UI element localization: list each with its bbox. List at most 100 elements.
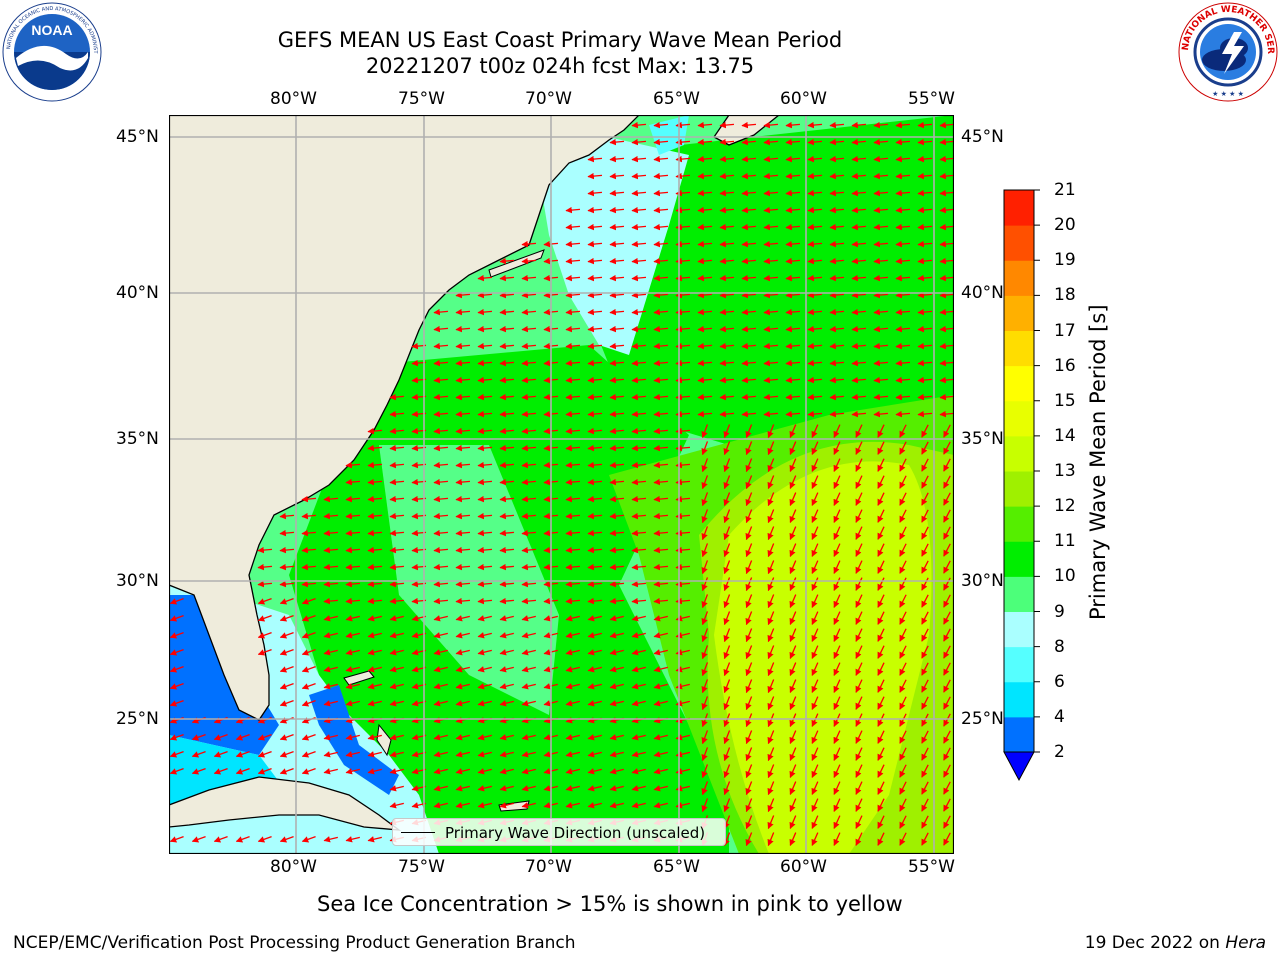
wave-direction-arrow <box>653 291 669 299</box>
wave-direction-arrow <box>829 308 845 316</box>
wave-direction-arrow <box>499 478 515 486</box>
wave-direction-arrow <box>701 798 709 813</box>
wave-direction-arrow <box>789 747 797 762</box>
wave-direction-arrow <box>631 342 647 350</box>
wave-direction-arrow <box>279 835 294 843</box>
wave-direction-arrow <box>895 155 911 163</box>
wave-direction-arrow <box>855 594 863 608</box>
wave-direction-arrow <box>811 526 819 541</box>
wave-direction-arrow <box>741 223 757 231</box>
sea-ice-note-text: Sea Ice Concentration > 15% is shown in … <box>317 892 903 916</box>
wave-direction-arrow <box>631 649 646 656</box>
wave-direction-arrow <box>851 291 867 299</box>
colorbar-tick-label: 18 <box>1054 285 1076 306</box>
wave-direction-arrow <box>697 240 713 248</box>
wave-direction-arrow <box>829 189 845 197</box>
wave-direction-arrow <box>741 410 757 418</box>
wave-direction-arrow <box>499 683 514 690</box>
wave-direction-arrow <box>939 291 954 299</box>
wave-direction-arrow <box>653 410 669 418</box>
wave-direction-arrow <box>939 308 954 316</box>
wave-direction-arrow <box>939 223 954 231</box>
wave-direction-arrow <box>477 359 493 367</box>
wave-direction-arrow <box>499 444 515 452</box>
wave-direction-arrow <box>521 580 537 588</box>
wave-direction-arrow <box>723 526 731 541</box>
wave-direction-arrow <box>745 594 753 609</box>
wave-direction-arrow <box>697 359 713 367</box>
wave-direction-arrow <box>873 291 889 299</box>
wave-direction-arrow <box>609 427 625 435</box>
wave-direction-arrow <box>763 155 779 163</box>
wave-direction-arrow <box>877 543 885 557</box>
wave-direction-arrow <box>455 393 471 401</box>
wave-direction-arrow <box>943 832 951 846</box>
wave-direction-arrow <box>873 206 889 214</box>
wave-direction-arrow <box>477 444 493 452</box>
wave-direction-arrow <box>763 138 779 146</box>
wave-direction-arrow <box>719 121 735 129</box>
wave-direction-arrow <box>455 529 471 537</box>
wave-direction-arrow <box>609 359 625 367</box>
wave-direction-arrow <box>873 257 889 265</box>
wave-direction-arrow <box>877 781 885 795</box>
wave-direction-arrow <box>653 529 669 537</box>
wave-direction-arrow <box>609 155 625 163</box>
wave-direction-arrow <box>789 628 797 643</box>
wave-direction-arrow <box>921 526 929 540</box>
wave-direction-arrow <box>653 444 669 452</box>
wave-direction-arrow <box>587 223 603 231</box>
wave-direction-arrow <box>653 325 669 333</box>
wave-direction-arrow <box>279 750 294 758</box>
wave-direction-arrow <box>565 206 581 214</box>
wave-direction-arrow <box>631 785 646 792</box>
wave-direction-arrow <box>899 832 907 846</box>
wave-direction-arrow <box>939 257 954 265</box>
lon-label-top: 75°W <box>398 89 445 109</box>
wave-direction-arrow <box>455 376 471 384</box>
wave-direction-arrow <box>895 172 911 180</box>
wave-direction-arrow <box>701 560 709 575</box>
wave-direction-arrow <box>653 734 668 741</box>
wave-direction-arrow <box>609 751 624 758</box>
wave-direction-arrow <box>877 747 885 761</box>
wave-direction-arrow <box>763 359 779 367</box>
wave-direction-arrow <box>389 751 404 758</box>
wave-direction-arrow <box>587 546 603 554</box>
wave-direction-arrow <box>631 751 646 758</box>
wave-direction-arrow <box>279 512 295 520</box>
wave-direction-arrow <box>609 342 625 350</box>
wave-direction-arrow <box>745 832 753 847</box>
lon-label-top: 65°W <box>653 89 700 109</box>
wave-direction-arrow <box>851 308 867 316</box>
wave-direction-arrow <box>389 734 404 741</box>
wave-direction-arrow <box>279 665 294 673</box>
wave-direction-arrow <box>279 631 294 639</box>
wave-direction-arrow <box>609 666 624 673</box>
wave-direction-arrow <box>723 662 731 677</box>
wave-direction-arrow <box>477 546 493 554</box>
wave-direction-arrow <box>719 155 735 163</box>
wave-direction-arrow <box>763 342 779 350</box>
wave-direction-arrow <box>943 594 951 608</box>
wave-direction-arrow <box>653 359 669 367</box>
wave-direction-arrow <box>433 546 449 554</box>
wave-direction-arrow <box>653 206 669 214</box>
wave-direction-arrow <box>811 679 819 694</box>
wave-direction-arrow <box>723 645 731 660</box>
wave-direction-arrow <box>565 700 580 707</box>
wave-direction-arrow <box>877 832 885 846</box>
wave-direction-arrow <box>455 325 471 333</box>
wave-direction-arrow <box>323 563 339 571</box>
wave-direction-arrow <box>719 223 735 231</box>
wave-direction-arrow <box>785 121 801 129</box>
wave-direction-arrow <box>499 632 514 639</box>
wave-direction-arrow <box>653 632 668 639</box>
wave-direction-arrow <box>723 458 731 473</box>
wave-direction-arrow <box>855 798 863 812</box>
wave-direction-arrow <box>833 815 841 829</box>
lon-label-top: 80°W <box>270 89 317 109</box>
wave-direction-arrow <box>653 223 669 231</box>
wave-direction-arrow <box>477 700 492 707</box>
wave-direction-arrow <box>631 376 647 384</box>
